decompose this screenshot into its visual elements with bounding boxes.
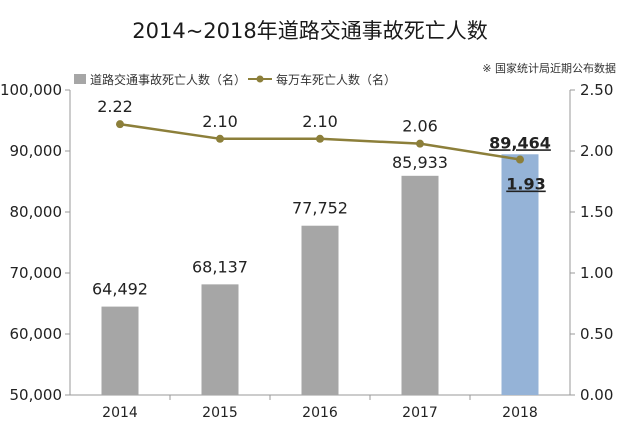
x-tick-label: 2014 bbox=[102, 405, 138, 421]
y-right-tick-label: 1.50 bbox=[580, 203, 613, 221]
bar bbox=[401, 175, 439, 395]
line-value-label: 1.93 bbox=[506, 175, 545, 194]
bars bbox=[101, 154, 539, 395]
legend-bar-label: 道路交通事故死亡人数（名） bbox=[90, 72, 246, 87]
bar-value-label: 89,464 bbox=[489, 133, 551, 152]
legend-line-label: 每万车死亡人数（名） bbox=[276, 72, 396, 87]
chart-title: 2014~2018年道路交通事故死亡人数 bbox=[132, 19, 487, 43]
line-value-label: 2.22 bbox=[97, 97, 133, 116]
source-note: ※ 国家统计局近期公布数据 bbox=[482, 61, 616, 75]
legend-bar-swatch bbox=[74, 74, 86, 84]
x-tick-label: 2016 bbox=[302, 405, 338, 421]
y-left-tick-label: 50,000 bbox=[10, 386, 63, 404]
y-left-tick-label: 70,000 bbox=[10, 264, 63, 282]
legend: 道路交通事故死亡人数（名） 每万车死亡人数（名） bbox=[74, 72, 396, 87]
y-right-tick-label: 2.00 bbox=[580, 142, 613, 160]
bar-value-label: 64,492 bbox=[92, 280, 148, 299]
bar-value-label: 77,752 bbox=[292, 199, 348, 218]
line-value-label: 2.06 bbox=[402, 117, 438, 136]
data-labels: 64,492 68,137 77,752 85,933 89,464 2.22 2.10 2.… bbox=[92, 97, 551, 298]
line-point bbox=[316, 134, 324, 143]
line-series bbox=[116, 120, 524, 164]
bar bbox=[301, 225, 339, 395]
x-tick-label: 2015 bbox=[202, 405, 238, 421]
y-left-tick-label: 60,000 bbox=[10, 325, 63, 343]
y-left-tick-label: 90,000 bbox=[10, 142, 63, 160]
legend-line-marker bbox=[256, 75, 264, 83]
x-tick-label: 2018 bbox=[502, 405, 538, 421]
y-left-tick-label: 100,000 bbox=[0, 81, 62, 99]
y-right-tick-label: 1.00 bbox=[580, 264, 613, 282]
line-value-label: 2.10 bbox=[302, 112, 338, 131]
bar-value-label: 85,933 bbox=[392, 153, 448, 172]
bar-value-label: 68,137 bbox=[192, 257, 248, 276]
bar bbox=[501, 154, 539, 395]
line-point bbox=[116, 120, 124, 129]
y-right-tick-label: 0.00 bbox=[580, 386, 613, 404]
line-point bbox=[516, 155, 524, 164]
bar bbox=[201, 284, 239, 395]
y-right-tick-label: 0.50 bbox=[580, 325, 613, 343]
line-point bbox=[216, 134, 224, 143]
line-point bbox=[416, 139, 424, 148]
y-left-tick-label: 80,000 bbox=[10, 203, 63, 221]
axes: 50,000 60,000 70,000 80,000 90,000 100,000 0.0… bbox=[0, 81, 613, 421]
y-right-tick-label: 2.50 bbox=[580, 81, 613, 99]
bar bbox=[101, 306, 139, 395]
x-tick-label: 2017 bbox=[402, 405, 438, 421]
line-value-label: 2.10 bbox=[202, 112, 238, 131]
